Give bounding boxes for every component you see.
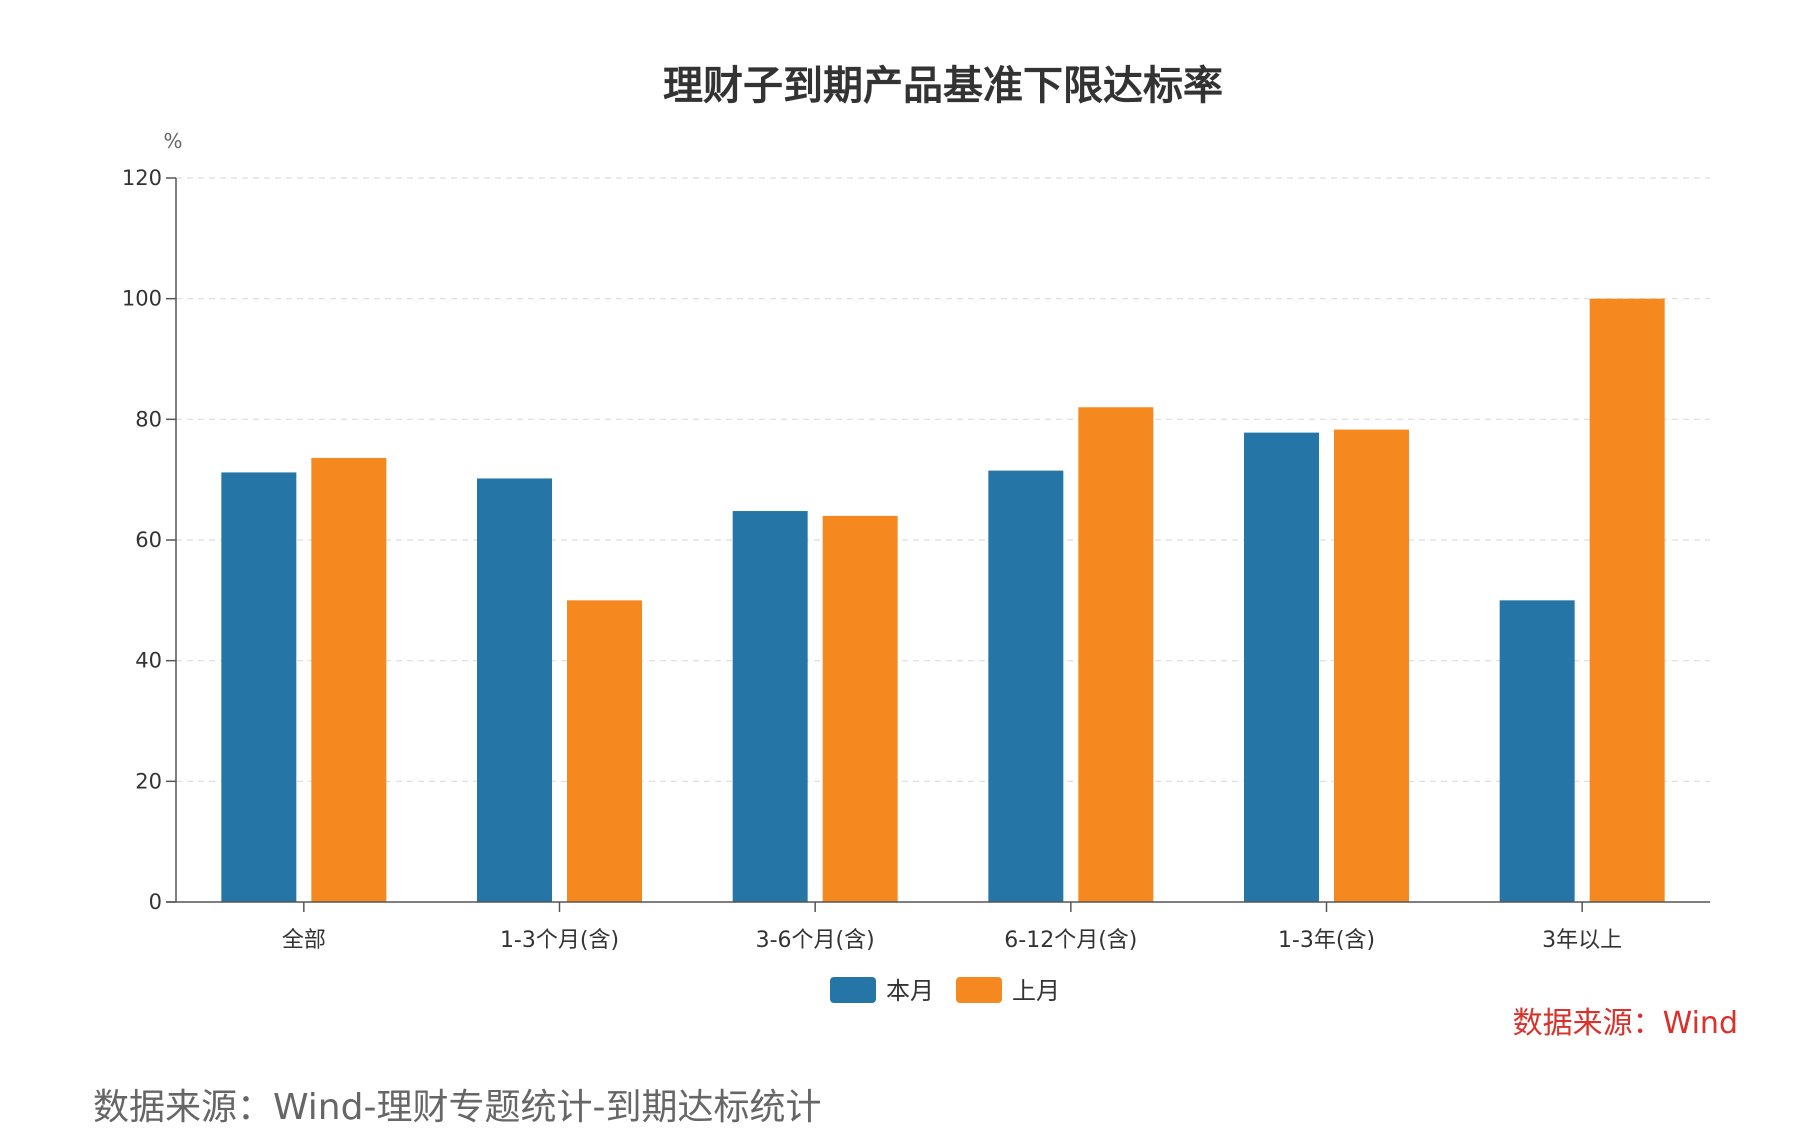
axes: 0 20 40 60 80 100 120 全部 1-3个月(含) 3-6个月(含) 6-12个月(…	[122, 166, 1710, 953]
bar-this-month	[477, 478, 552, 902]
bar-this-month	[221, 472, 297, 902]
y-tick-label: 0	[149, 890, 162, 914]
y-tick-label: 40	[135, 649, 162, 673]
y-tick-label: 60	[135, 528, 162, 552]
footnote: 数据来源：Wind-理财专题统计-到期达标统计	[93, 1087, 822, 1128]
chart-source-note: 数据来源：Wind	[1513, 1006, 1738, 1041]
gridlines	[176, 177, 1710, 782]
bar-last-month	[822, 515, 898, 902]
bar-last-month	[1334, 429, 1409, 902]
bar-this-month	[988, 470, 1064, 902]
legend-swatch	[830, 977, 876, 1003]
y-tick-label: 80	[135, 407, 162, 431]
legend-label: 本月	[886, 977, 934, 1005]
bar-last-month	[567, 600, 642, 902]
bar-last-month	[311, 457, 387, 902]
bar-this-month	[1499, 600, 1575, 902]
y-tick-label: 120	[122, 166, 162, 190]
x-category-label: 1-3年(含)	[1278, 928, 1375, 953]
bar-last-month	[1589, 298, 1665, 903]
legend: 本月 上月	[830, 977, 1060, 1005]
x-category-label: 全部	[282, 928, 326, 953]
bar-this-month	[732, 511, 808, 902]
legend-label: 上月	[1012, 977, 1060, 1005]
y-axis-unit: %	[163, 129, 182, 153]
bar-last-month	[1078, 407, 1154, 902]
chart-title: 理财子到期产品基准下限达标率	[663, 63, 1223, 109]
x-category-label: 6-12个月(含)	[1004, 928, 1137, 953]
y-tick-label: 20	[135, 769, 162, 793]
legend-swatch	[956, 977, 1002, 1003]
bars	[221, 298, 1665, 903]
x-category-label: 3年以上	[1542, 928, 1622, 953]
bar-this-month	[1244, 432, 1319, 902]
y-tick-label: 100	[122, 287, 162, 311]
x-category-label: 1-3个月(含)	[500, 928, 619, 953]
x-category-label: 3-6个月(含)	[756, 928, 875, 953]
